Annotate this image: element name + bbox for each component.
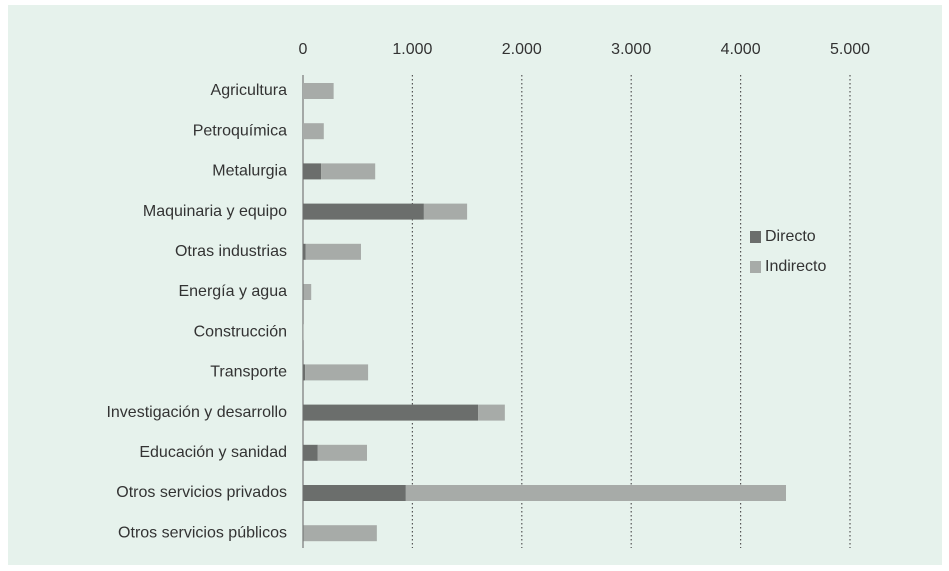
x-tick-label: 4.000 bbox=[721, 41, 761, 58]
bar bbox=[303, 404, 479, 421]
bar bbox=[303, 525, 304, 542]
x-tick-label: 2.000 bbox=[502, 41, 542, 58]
bar bbox=[423, 203, 468, 220]
bar bbox=[303, 444, 318, 461]
legend-label: Indirecto bbox=[765, 258, 826, 275]
bar bbox=[405, 485, 787, 501]
legend-swatch bbox=[750, 231, 761, 243]
x-tick-label: 0 bbox=[299, 41, 308, 58]
y-tick-label: Petroquímica bbox=[193, 122, 287, 139]
bar bbox=[305, 364, 369, 381]
bar bbox=[303, 284, 312, 300]
bar bbox=[478, 404, 505, 421]
bar bbox=[305, 243, 361, 260]
bar bbox=[303, 324, 304, 341]
y-tick-label: Educación y sanidad bbox=[139, 444, 287, 461]
y-tick-label: Maquinaria y equipo bbox=[143, 203, 287, 220]
bar bbox=[303, 525, 377, 542]
y-tick-label: Metalurgia bbox=[212, 163, 287, 180]
y-tick-label: Transporte bbox=[210, 364, 287, 381]
bar bbox=[303, 83, 334, 99]
y-tick-label: Investigación y desarrollo bbox=[106, 404, 287, 421]
x-tick-label: 3.000 bbox=[611, 41, 651, 58]
legend-label: Directo bbox=[765, 228, 816, 245]
bar bbox=[303, 123, 324, 140]
y-tick-label: Otros servicios públicos bbox=[118, 524, 287, 541]
bar bbox=[303, 364, 306, 381]
bar bbox=[303, 284, 304, 300]
y-tick-label: Otros servicios privados bbox=[116, 484, 287, 501]
legend-swatch bbox=[750, 261, 761, 273]
y-tick-label: Agricultura bbox=[211, 82, 288, 99]
x-tick-label: 5.000 bbox=[830, 41, 870, 58]
y-tick-label: Construcción bbox=[194, 323, 287, 340]
bar bbox=[303, 163, 322, 180]
bar bbox=[303, 203, 424, 220]
y-tick-label: Energía y agua bbox=[178, 283, 287, 300]
panel bbox=[8, 5, 942, 565]
bar bbox=[317, 444, 367, 461]
bar bbox=[303, 485, 406, 501]
bar bbox=[303, 243, 306, 260]
bar bbox=[321, 163, 376, 180]
y-tick-label: Otras industrias bbox=[175, 243, 287, 260]
x-tick-label: 1.000 bbox=[392, 41, 432, 58]
